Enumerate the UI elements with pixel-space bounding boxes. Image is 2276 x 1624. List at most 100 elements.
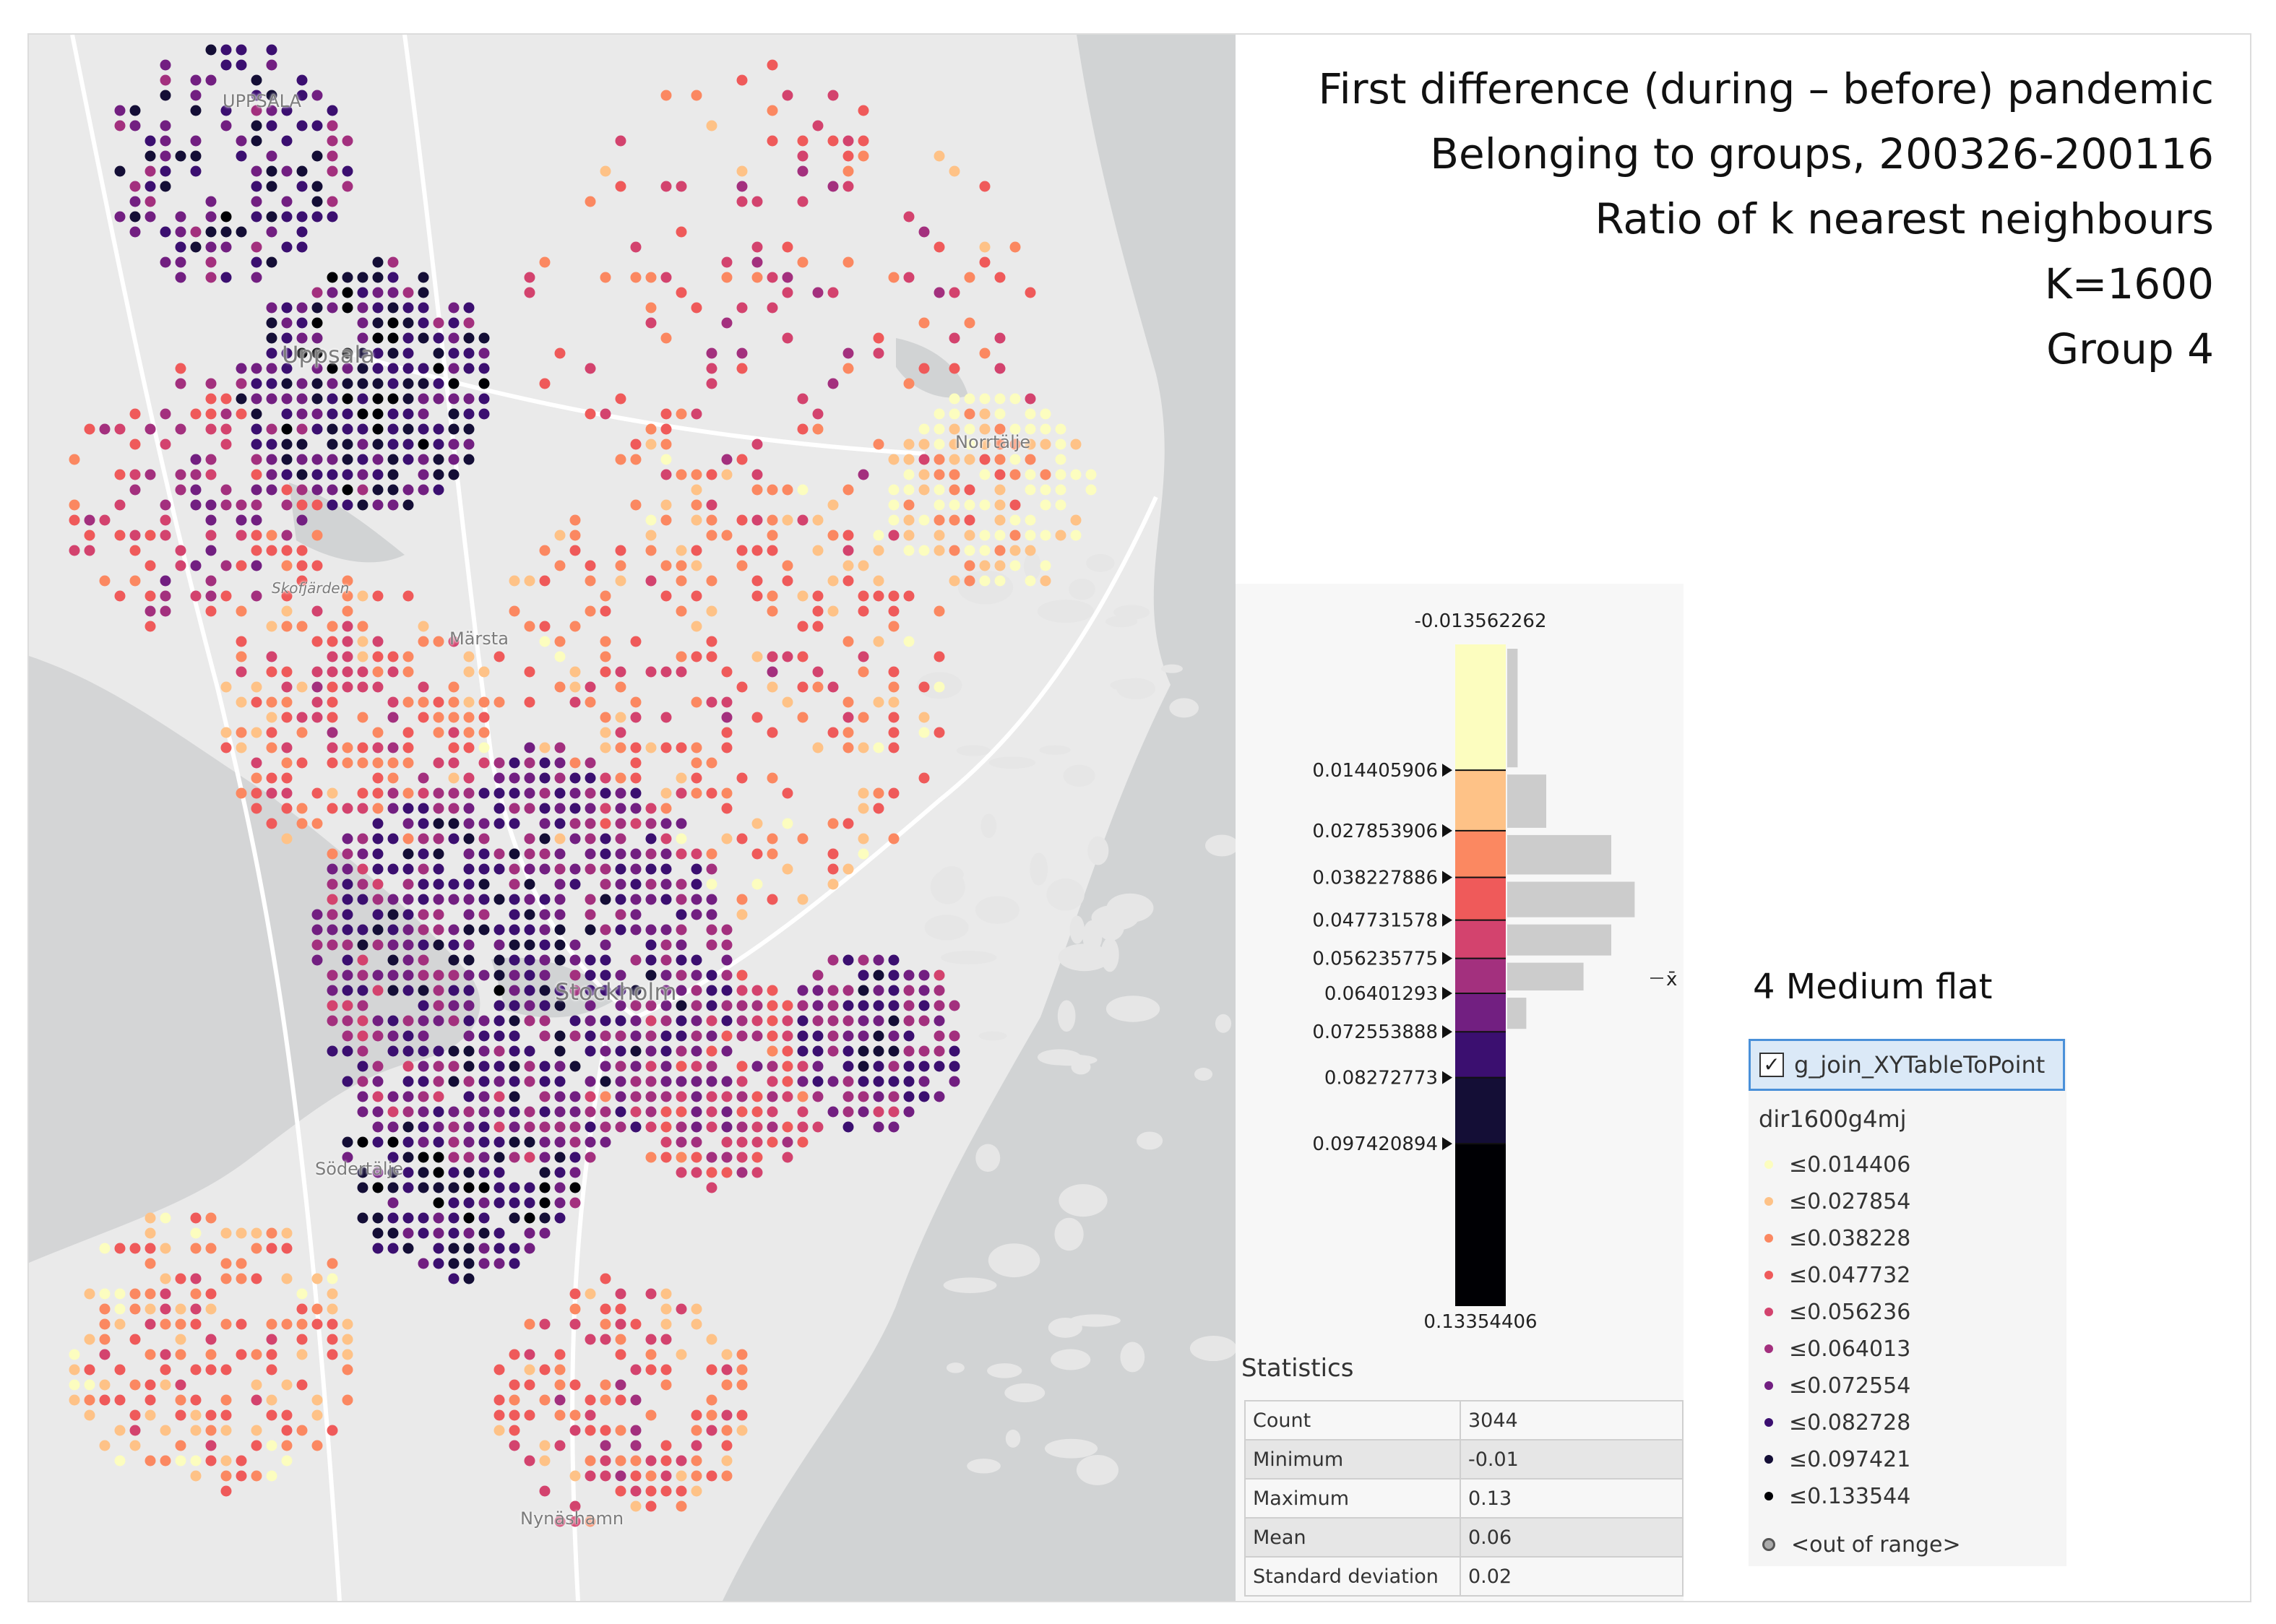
data-point	[524, 1197, 535, 1209]
data-point	[782, 1045, 793, 1057]
data-point	[342, 742, 353, 753]
data-point	[327, 484, 338, 496]
break-handle-icon[interactable]	[1442, 871, 1452, 884]
classification-histogram[interactable]: -0.013562262 0.13354406 0.014405906 0.02785…	[1236, 584, 1684, 1329]
data-point	[220, 1485, 232, 1497]
data-point	[979, 256, 991, 268]
data-point	[934, 727, 945, 738]
data-point	[569, 621, 581, 632]
data-point	[660, 1000, 672, 1011]
data-point	[357, 408, 368, 420]
data-point	[676, 1167, 687, 1178]
legend-layer-row[interactable]: ✓ g_join_XYTableToPoint	[1749, 1039, 2065, 1091]
data-point	[934, 408, 945, 420]
data-point	[402, 985, 414, 996]
map-view[interactable]: UPPSALA Uppsala Norrtälje Skofjärden Mär…	[29, 35, 1236, 1601]
data-point	[387, 1106, 399, 1118]
break-handle-icon[interactable]	[1442, 824, 1452, 837]
data-point	[964, 484, 975, 496]
data-point	[721, 924, 733, 936]
legend-item: ≤0.056236	[1762, 1297, 1910, 1326]
data-point	[509, 1061, 520, 1072]
data-point	[220, 1455, 232, 1467]
data-point	[175, 226, 186, 238]
data-point	[554, 742, 566, 753]
data-point	[554, 818, 566, 829]
break-handle-icon[interactable]	[1442, 913, 1452, 927]
data-point	[296, 803, 308, 814]
data-point	[660, 985, 672, 996]
data-point	[493, 696, 505, 708]
data-point	[418, 1030, 429, 1042]
histogram-min-label: -0.013562262	[1414, 610, 1546, 632]
data-point	[888, 499, 900, 511]
histogram-bar	[1507, 649, 1518, 768]
data-point	[691, 408, 702, 420]
data-point	[812, 120, 824, 131]
break-handle-icon[interactable]	[1442, 1071, 1452, 1084]
break-handle-icon[interactable]	[1442, 764, 1452, 777]
data-point	[236, 499, 247, 511]
data-point	[387, 454, 399, 465]
data-point	[615, 1334, 626, 1345]
data-point	[767, 272, 778, 283]
data-point	[585, 1136, 596, 1148]
data-point	[387, 772, 399, 784]
data-point	[114, 590, 126, 602]
data-point	[478, 1167, 490, 1178]
legend-layer-name[interactable]: g_join_XYTableToPoint	[1794, 1051, 2046, 1079]
data-point	[721, 469, 733, 480]
data-point	[69, 545, 80, 556]
data-point	[205, 454, 217, 465]
data-point	[160, 575, 171, 587]
data-point	[463, 423, 475, 435]
data-point	[1040, 575, 1051, 587]
data-point	[934, 454, 945, 465]
island-shape	[987, 1363, 1022, 1378]
data-point	[691, 651, 702, 662]
data-point	[721, 1425, 733, 1436]
data-point	[357, 317, 368, 329]
data-point	[660, 1485, 672, 1497]
data-point	[205, 590, 217, 602]
data-point	[266, 165, 277, 177]
break-handle-icon[interactable]	[1442, 951, 1452, 965]
island-shape	[978, 1031, 1007, 1041]
data-point	[220, 1258, 232, 1269]
data-point	[129, 575, 141, 587]
layer-visibility-checkbox[interactable]: ✓	[1759, 1053, 1784, 1077]
data-point	[190, 226, 202, 238]
data-point	[706, 514, 717, 526]
data-point	[736, 1379, 748, 1391]
data-point	[554, 681, 566, 693]
data-point	[493, 1015, 505, 1027]
data-point	[691, 863, 702, 875]
data-point	[463, 894, 475, 905]
data-point	[1025, 514, 1036, 526]
data-point	[327, 1000, 338, 1011]
data-point	[372, 454, 384, 465]
road-line	[70, 35, 342, 1601]
data-point	[448, 833, 460, 845]
data-point	[478, 1121, 490, 1133]
data-point	[524, 575, 535, 587]
data-point	[463, 924, 475, 936]
data-point	[676, 408, 687, 420]
data-point	[342, 939, 353, 951]
data-point	[281, 772, 293, 784]
data-point	[539, 772, 551, 784]
data-point	[357, 1000, 368, 1011]
data-point	[251, 135, 262, 147]
data-point	[797, 1121, 809, 1133]
data-point	[645, 1106, 657, 1118]
data-point	[311, 1273, 323, 1284]
data-point	[418, 924, 429, 936]
data-point	[236, 787, 247, 799]
title-line-4: K=1600	[2044, 259, 2214, 308]
data-point	[387, 423, 399, 435]
break-handle-icon[interactable]	[1442, 1025, 1452, 1039]
break-handle-icon[interactable]	[1442, 987, 1452, 1001]
data-point	[934, 1045, 945, 1057]
data-point	[220, 727, 232, 738]
break-handle-icon[interactable]	[1442, 1137, 1452, 1151]
